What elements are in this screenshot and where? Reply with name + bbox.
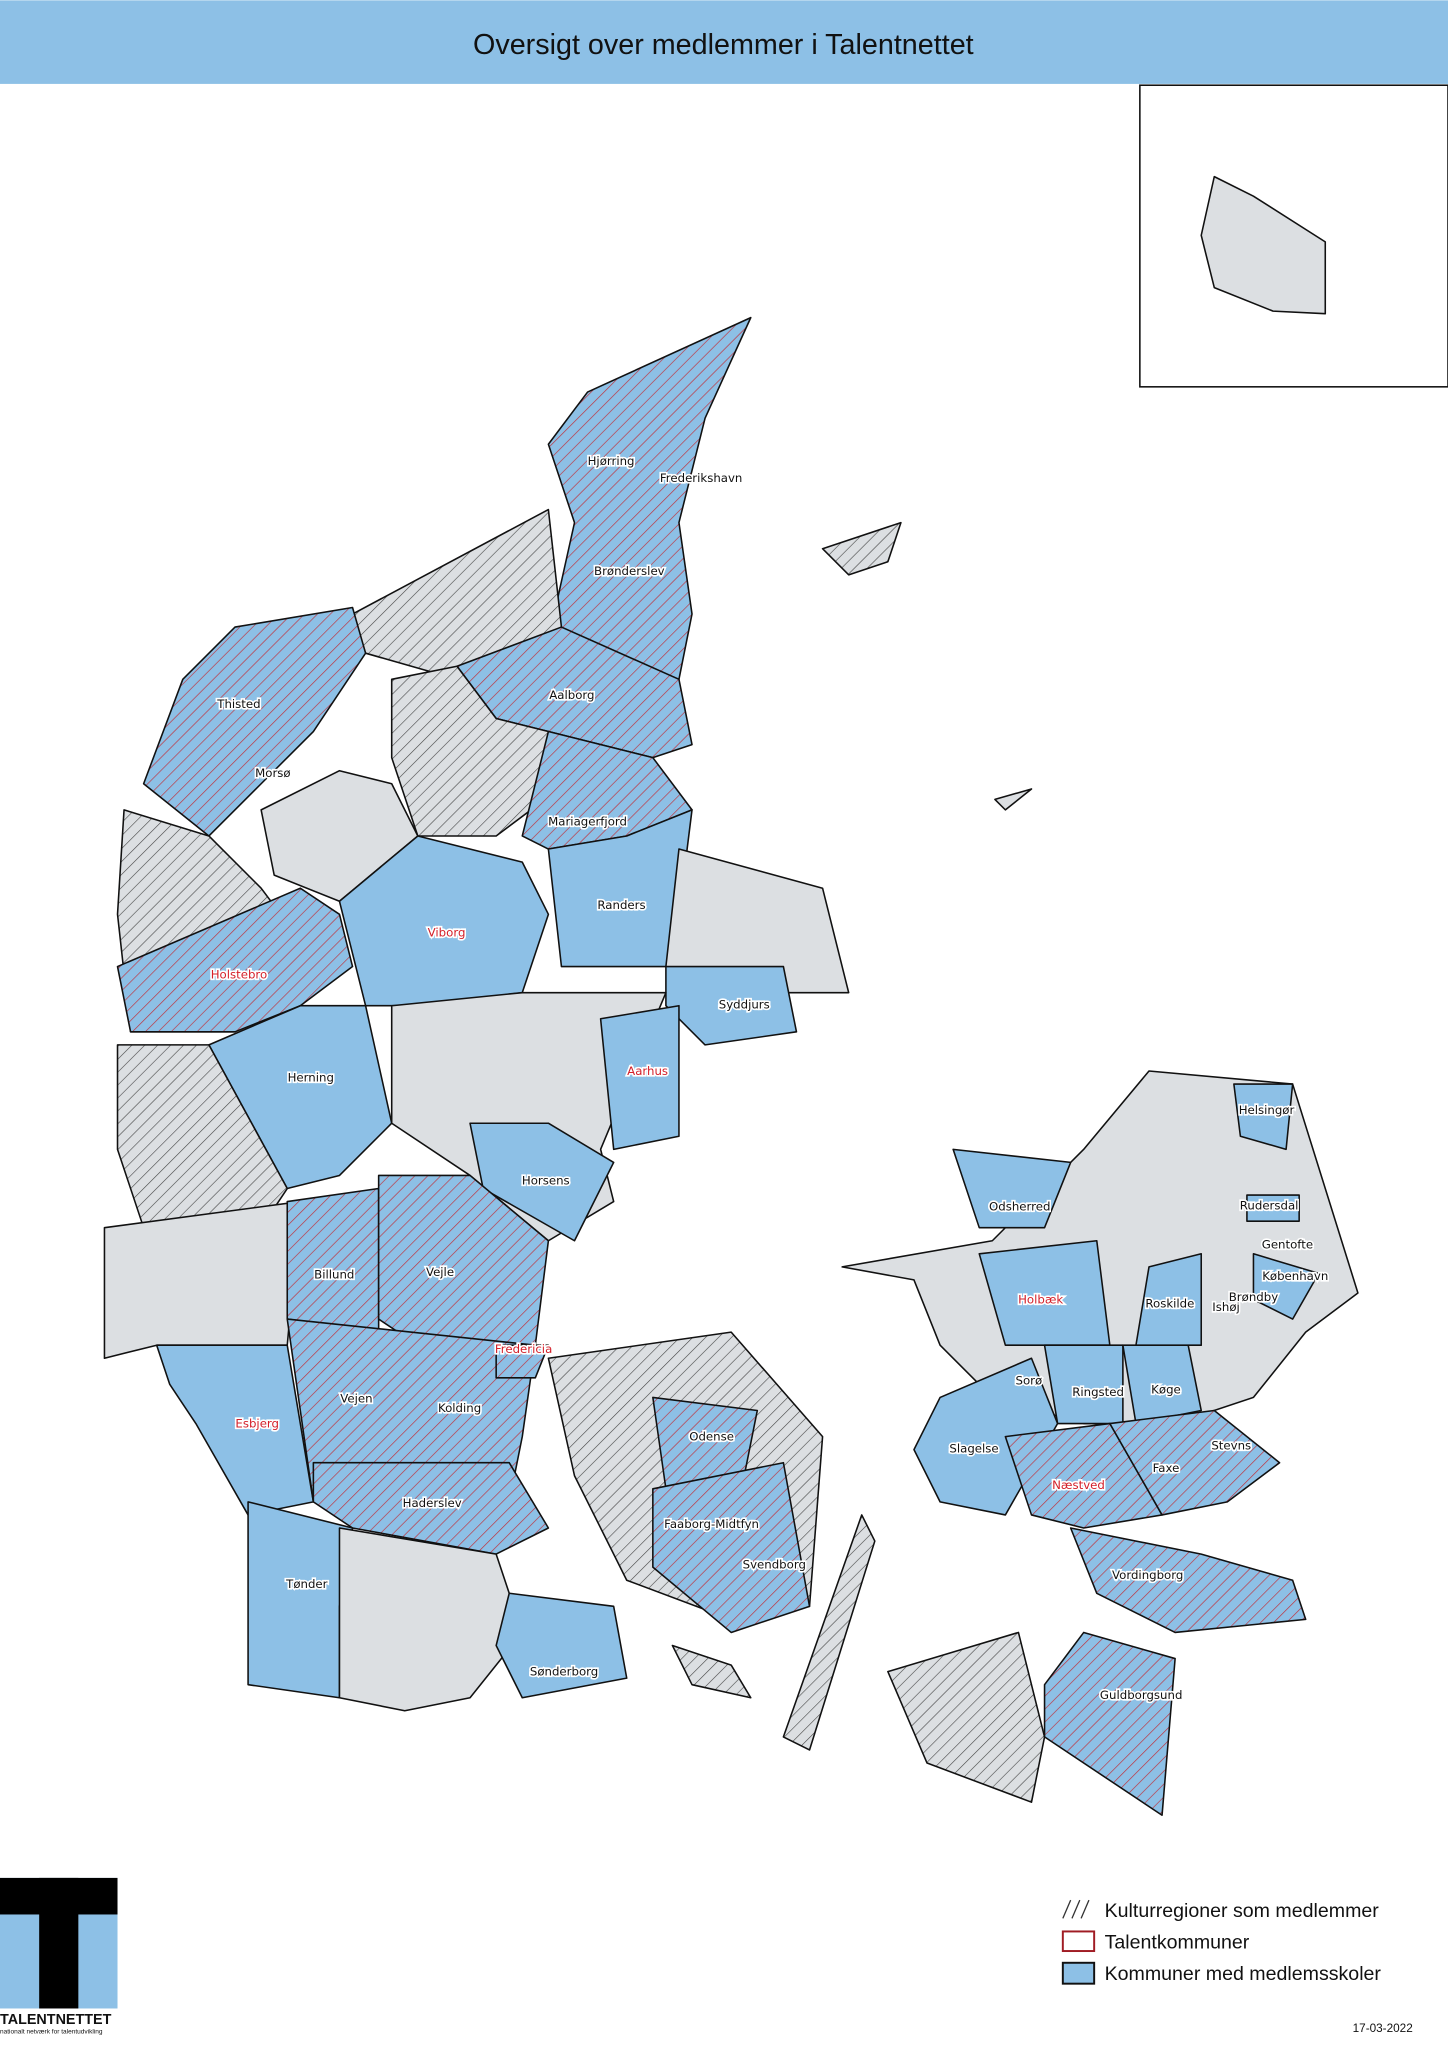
region-lolland [887, 1631, 1046, 1803]
logo-tagline: nationalt netværk for talentudvikling [0, 2028, 103, 2035]
region-norddjurs [665, 848, 850, 994]
region-bornholm [1200, 175, 1327, 315]
region-guldborgsund [1043, 1631, 1176, 1817]
region-faxe-stevns [1109, 1409, 1281, 1516]
label-randers: Randers [597, 898, 645, 912]
label-holbaek: Holbæk [1018, 1292, 1063, 1306]
legend-item-medlemsskoler: Kommuner med medlemsskoler [1061, 1961, 1382, 1985]
region-laeso [821, 521, 902, 576]
label-hjorring: Hjørring [588, 454, 635, 468]
label-syddjurs: Syddjurs [719, 997, 770, 1011]
label-roskilde: Roskilde [1145, 1296, 1194, 1310]
label-frederikshavn: Frederikshavn [660, 471, 742, 485]
label-mariagerfjord: Mariagerfjord [548, 815, 627, 829]
label-horsens: Horsens [522, 1174, 570, 1188]
label-esbjerg: Esbjerg [235, 1416, 279, 1430]
region-thy [142, 606, 367, 837]
region-rudersdal [1246, 1194, 1300, 1222]
label-stevns: Stevns [1211, 1439, 1251, 1453]
funen [547, 1331, 876, 1751]
label-ringsted: Ringsted [1072, 1385, 1124, 1399]
region-vordingborg [1069, 1527, 1307, 1634]
label-helsingor: Helsingør [1239, 1103, 1295, 1117]
region-aabenraa [338, 1527, 524, 1712]
label-slagelse: Slagelse [949, 1441, 998, 1455]
label-vejle: Vejle [426, 1265, 454, 1279]
region-langeland [782, 1514, 876, 1751]
legend-item-kulturregioner: Kulturregioner som medlemmer [1062, 1899, 1380, 1922]
label-bronderslev: Brønderslev [594, 564, 665, 578]
label-aarhus: Aarhus [627, 1064, 668, 1078]
label-holstebro: Holstebro [211, 967, 267, 981]
region-billund [286, 1187, 380, 1333]
label-vejen: Vejen [340, 1392, 372, 1406]
label-kolding: Kolding [438, 1401, 481, 1415]
region-horsens [469, 1122, 615, 1242]
legend-label: Kommuner med medlemsskoler [1105, 1963, 1382, 1985]
region-tonder [247, 1501, 354, 1699]
label-faaborg-midtfyn: Faaborg-Midtfyn [664, 1517, 759, 1531]
legend-item-talentkommuner: Talentkommuner [1061, 1930, 1250, 1953]
label-sonderborg: Sønderborg [530, 1665, 598, 1679]
jutland [103, 316, 1033, 1712]
region-viborg [338, 835, 550, 1007]
label-tonder: Tønder [285, 1577, 328, 1591]
label-ishoj: Ishøj [1212, 1300, 1240, 1314]
talentnettet-logo: TALENTNETTET nationalt netværk for talen… [0, 1877, 118, 2035]
label-gentofte: Gentofte [1262, 1238, 1313, 1252]
region-varde [103, 1200, 302, 1360]
label-haderslev: Haderslev [403, 1496, 462, 1510]
region-holstebro [116, 887, 354, 1033]
legend: Kulturregioner som medlemmer Talentkommu… [1061, 1899, 1382, 1985]
label-koge: Køge [1151, 1383, 1181, 1397]
label-naestved: Næstved [1052, 1478, 1105, 1492]
legend-label: Talentkommuner [1105, 1931, 1250, 1953]
label-soro: Sorø [1016, 1373, 1043, 1387]
label-brondby: Brøndby [1229, 1290, 1278, 1304]
map-date: 17-03-2022 [1353, 2022, 1413, 2035]
zealand [841, 1070, 1359, 1817]
region-fredericia [495, 1344, 550, 1379]
region-aarhus [599, 1004, 680, 1151]
label-vordingborg: Vordingborg [1112, 1568, 1183, 1582]
red-outline-symbol-icon [1061, 1930, 1096, 1953]
municipality-labels: Hjørring Frederikshavn Brønderslev Thist… [209, 453, 1330, 1704]
region-zealand [841, 1070, 1359, 1425]
hatch-symbol-icon [1062, 1899, 1090, 1919]
label-aalborg: Aalborg [549, 688, 594, 702]
label-odense: Odense [689, 1430, 734, 1444]
label-fredericia: Fredericia [495, 1342, 552, 1356]
legend-label: Kulturregioner som medlemmer [1105, 1900, 1380, 1922]
label-odsherred: Odsherred [989, 1200, 1050, 1214]
label-faxe: Faxe [1153, 1461, 1180, 1475]
title-bar [0, 0, 1448, 84]
label-viborg: Viborg [428, 926, 466, 940]
region-helsingor [1233, 1083, 1294, 1151]
blue-fill-symbol-icon [1061, 1961, 1096, 1985]
page-title: Oversigt over medlemmer i Talentnettet [473, 29, 974, 61]
label-herning: Herning [288, 1070, 334, 1084]
label-svendborg: Svendborg [743, 1557, 806, 1571]
region-anholt [994, 788, 1033, 811]
region-faaborg-svendborg [652, 1461, 811, 1634]
label-billund: Billund [314, 1268, 354, 1282]
region-vejen-kolding [286, 1318, 537, 1503]
region-sonderborg [495, 1592, 628, 1699]
region-aero [671, 1644, 752, 1699]
label-rudersdal: Rudersdal [1240, 1198, 1299, 1212]
region-naestved [1004, 1422, 1163, 1529]
region-odsherred [952, 1148, 1072, 1229]
region-kobenhavn [1252, 1253, 1320, 1320]
label-morso: Morsø [255, 766, 290, 780]
label-guldborgsund: Guldborgsund [1100, 1688, 1182, 1702]
label-thisted: Thisted [216, 697, 260, 711]
region-syddjurs [665, 965, 798, 1046]
label-kobenhavn: København [1262, 1269, 1328, 1283]
region-vendsyssel [547, 316, 752, 681]
region-roskilde [1135, 1253, 1203, 1346]
logo-name: TALENTNETTET [0, 2012, 112, 2028]
